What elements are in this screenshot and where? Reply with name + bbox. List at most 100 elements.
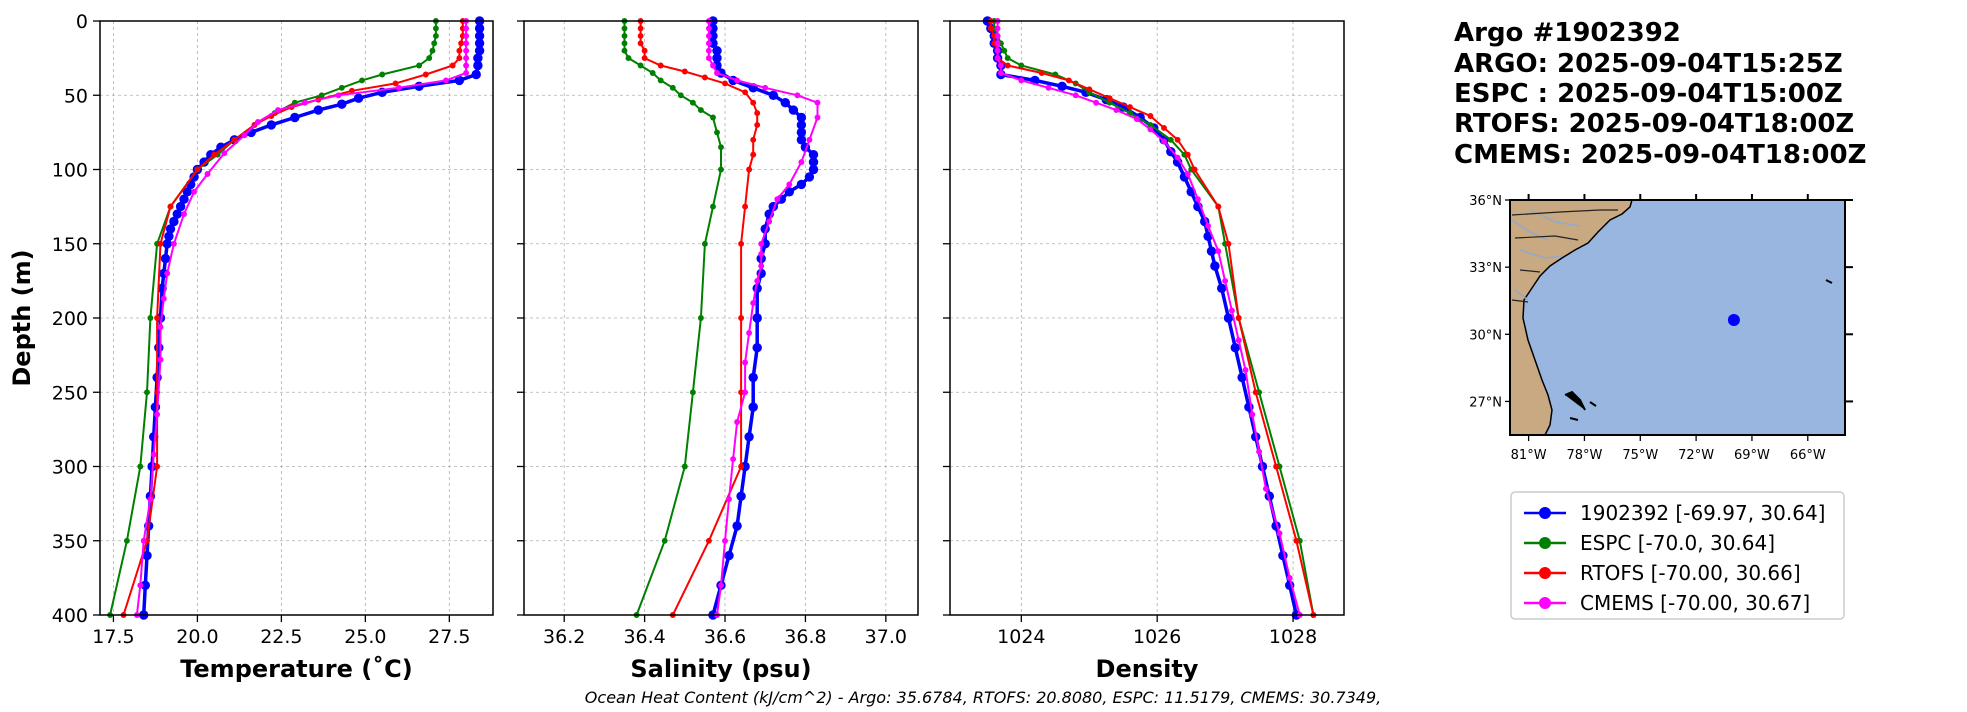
legend-label: CMEMS [-70.00, 30.67]: [1580, 591, 1810, 615]
salinity-cmems-point: [730, 456, 737, 463]
density-cmems-point: [997, 70, 1004, 76]
map-lon-label: 66°W: [1790, 448, 1826, 463]
density-rtofs-point: [1106, 95, 1113, 102]
salinity-cmems-point: [750, 300, 757, 307]
salinity-cmems-point: [806, 136, 813, 143]
density-cmems-point: [1072, 92, 1079, 99]
temperature-espc-point: [379, 71, 386, 78]
temperature-rtofs-point: [167, 203, 174, 210]
temperature-cmems-point: [301, 99, 308, 106]
density-argo-point: [1230, 342, 1241, 353]
salinity-espc-point: [697, 315, 704, 321]
temperature-rtofs-point: [194, 166, 201, 173]
temperature-x-tick-label: 27.5: [428, 626, 470, 648]
legend-label: RTOFS [-70.00, 30.66]: [1580, 561, 1801, 585]
profile-panels: 17.5 20.0 22.5 25.0 27.5 0 50 100 150 200 250 300 35…: [52, 11, 1345, 683]
salinity-cmems-point: [705, 55, 712, 62]
temperature-espc-point: [426, 55, 433, 62]
temperature-espc-point: [137, 463, 144, 470]
map-lon-label: 75°W: [1622, 448, 1658, 463]
density-argo-point: [1206, 246, 1217, 256]
salinity-cmems-point: [734, 77, 741, 84]
density-cmems-point: [1262, 485, 1269, 492]
salinity-espc-point: [669, 84, 676, 91]
density-rtofs-point: [1147, 113, 1154, 119]
temperature-rtofs-point: [231, 136, 238, 143]
temperature-rtofs-point: [456, 55, 463, 62]
salinity-argo-point: [804, 172, 815, 182]
salinity-espc-point: [657, 77, 664, 84]
map-lat-label: 33°N: [1469, 261, 1502, 276]
temperature-rtofs-point: [392, 80, 399, 87]
temperature-argo-point: [169, 216, 179, 227]
salinity-x-tick-label: 37.0: [865, 626, 907, 648]
density-rtofs-point: [1086, 86, 1093, 93]
salinity-cmems-point: [814, 99, 821, 106]
density-rtofs-point: [1273, 463, 1280, 470]
temperature-rtofs-point: [456, 47, 463, 54]
temperature-panel: 17.5 20.0 22.5 25.0 27.5 0 50 100 150 200 250 300 35…: [52, 11, 494, 683]
density-cmems-point: [1249, 411, 1256, 418]
salinity-argo-point: [752, 313, 762, 323]
temperature-argo-point: [337, 99, 347, 109]
density-cmems-point: [994, 47, 1001, 54]
y-axis-label: Depth (m): [8, 249, 36, 386]
density-cmems-point: [1018, 77, 1025, 84]
temperature-argo-point: [175, 201, 186, 212]
ocean-heat-content: Ocean Heat Content (kJ/cm^2) - Argo: 35.…: [585, 688, 1381, 707]
density-argo-point: [1216, 283, 1227, 294]
map-lon-label: 69°W: [1734, 448, 1770, 463]
salinity-cmems-point: [705, 47, 712, 54]
legend-label: ESPC [-70.0, 30.64]: [1580, 531, 1775, 555]
legend-item-argo: 1902392 [-69.97, 30.64]: [1524, 501, 1825, 525]
temperature-rtofs-point: [348, 87, 355, 94]
salinity-rtofs-point: [705, 537, 712, 544]
salinity-argo-point: [768, 90, 779, 101]
legend: 1902392 [-69.97, 30.64] ESPC [-70.0, 30.6…: [1510, 491, 1845, 620]
temperature-x-tick-label: 25.0: [344, 626, 386, 648]
temperature-argo-point: [164, 231, 174, 242]
temperature-argo-point: [142, 550, 152, 561]
temperature-cmems-point: [181, 211, 187, 218]
salinity-argo-point: [712, 53, 722, 63]
temperature-y-tick-label: 350: [52, 531, 88, 553]
density-x-tick-label: 1028: [1269, 626, 1317, 648]
temperature-y-tick-label: 150: [52, 234, 88, 256]
temperature-cmems-point: [160, 295, 167, 302]
salinity-espc-point: [649, 70, 656, 76]
temperature-rtofs-point: [211, 151, 218, 158]
salinity-argo-point: [788, 105, 799, 115]
density-cmems-point: [994, 40, 1001, 47]
temperature-argo-point: [454, 75, 465, 86]
temperature-cmems-point: [241, 132, 248, 139]
density-rtofs-point: [1161, 124, 1167, 131]
salinity-cmems-point: [710, 62, 716, 69]
salinity-rtofs-point: [742, 89, 749, 96]
info-argo-time: ARGO: 2025-09-04T15:25Z: [1454, 49, 1843, 79]
temperature-y-tick-label: 50: [64, 85, 88, 107]
salinity-cmems-point: [758, 240, 765, 247]
map-lat-label: 36°N: [1469, 194, 1502, 209]
density-cmems-point: [1113, 107, 1120, 114]
temperature-argo-point: [473, 60, 483, 71]
salinity-cmems-point: [714, 70, 720, 76]
float-position-marker: [1727, 314, 1740, 326]
temperature-cmems-point: [463, 70, 470, 76]
temperature-espc-point: [432, 25, 439, 32]
temperature-cmems-point: [137, 582, 144, 589]
temperature-cmems-point: [335, 92, 342, 99]
map-lat-label: 30°N: [1469, 328, 1502, 343]
salinity-x-tick-label: 36.6: [704, 626, 746, 648]
temperature-argo-point: [474, 31, 485, 41]
temperature-argo-point: [182, 187, 193, 197]
density-argo-point: [1057, 81, 1067, 92]
density-cmems-point: [994, 25, 1001, 32]
density-argo-point: [1237, 372, 1247, 383]
legend-item-rtofs: RTOFS [-70.00, 30.66]: [1524, 561, 1801, 585]
map-lat-label: 27°N: [1469, 395, 1502, 410]
density-cmems-point: [1222, 277, 1229, 284]
temperature-x-tick-label: 17.5: [92, 626, 134, 648]
temperature-cmems-point: [191, 188, 198, 195]
temperature-argo-point: [474, 45, 485, 56]
salinity-argo-point: [808, 164, 819, 175]
